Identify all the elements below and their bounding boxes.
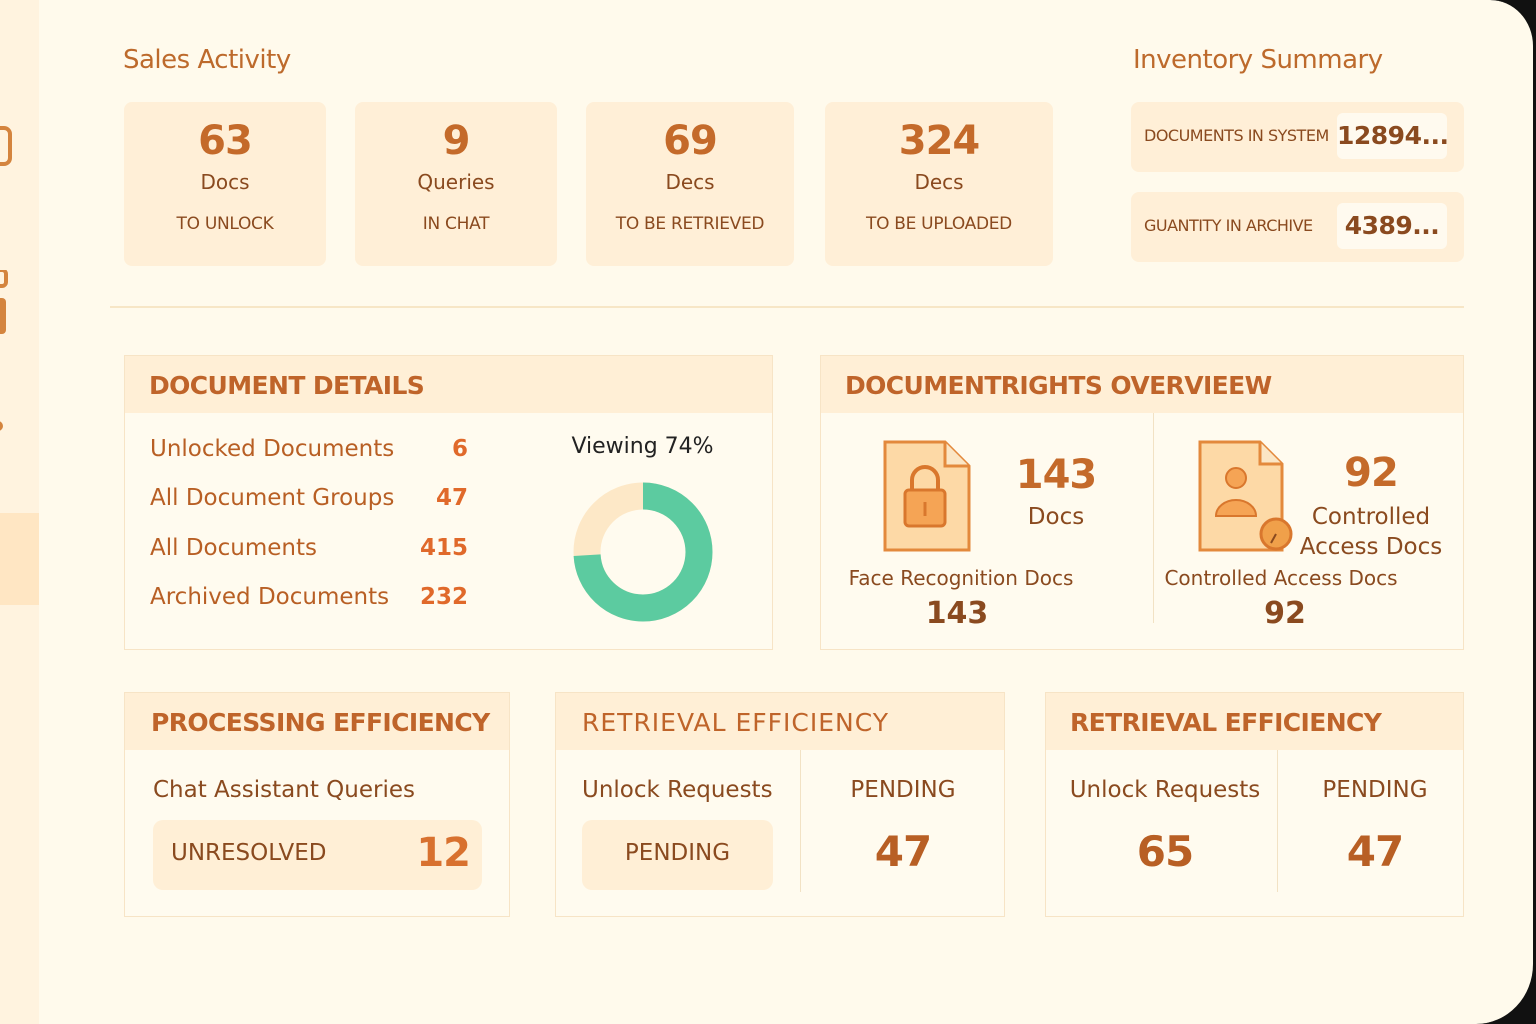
stat-subtitle: TO UNLOCK	[176, 214, 274, 234]
rights-right-small-value: 92	[1264, 596, 1306, 631]
dot-icon[interactable]	[0, 416, 6, 436]
stat-subtitle: TO BE UPLOADED	[866, 214, 1012, 234]
pending-label: PENDING	[1322, 777, 1428, 803]
detail-row[interactable]: Archived Documents 232	[150, 584, 468, 610]
stat-value: 69	[663, 118, 718, 164]
stat-card-upload[interactable]: 324 Decs TO BE UPLOADED	[825, 102, 1053, 266]
detail-value: 232	[419, 584, 468, 610]
inventory-item-documents[interactable]: DOCUMENTS IN SYSTEM 12894...	[1131, 102, 1464, 172]
detail-row[interactable]: All Documents 415	[150, 535, 468, 561]
retrieval-efficiency-panel-1: RETRIEVAL EFFICIENCY Unlock Requests PEN…	[555, 692, 1005, 917]
stat-value: 9	[442, 118, 471, 164]
unresolved-value: 12	[416, 830, 471, 876]
viewing-donut-chart	[573, 482, 713, 622]
donut-label: Viewing 74%	[571, 434, 714, 459]
pending-pill[interactable]: PENDING	[582, 820, 773, 890]
retrieval-divider	[1277, 750, 1278, 892]
detail-value: 415	[419, 535, 468, 561]
stat-unit: Decs	[914, 170, 964, 194]
donut-fill	[573, 482, 713, 622]
detail-row[interactable]: All Document Groups 47	[150, 485, 468, 511]
unlock-requests-value: 65	[1136, 827, 1194, 876]
retrieval-efficiency-title-1: RETRIEVAL EFFICIENCY	[556, 693, 1004, 750]
sales-activity-title: Sales Activity	[123, 45, 291, 75]
pending-label: PENDING	[850, 777, 956, 803]
inventory-label: GUANTITY IN ARCHIVE	[1144, 216, 1313, 235]
detail-value: 47	[435, 485, 468, 511]
retrieval-divider	[800, 750, 801, 892]
detail-value: 6	[451, 436, 468, 462]
detail-row[interactable]: Unlocked Documents 6	[150, 436, 468, 462]
detail-label: Unlocked Documents	[150, 436, 395, 462]
rights-left-caption: Face Recognition Docs	[848, 566, 1074, 590]
user-icon[interactable]	[0, 270, 10, 336]
section-divider	[110, 306, 1464, 308]
inventory-value: 4389...	[1337, 203, 1447, 249]
stat-card-retrieve[interactable]: 69 Decs TO BE RETRIEVED	[586, 102, 794, 266]
inventory-label: DOCUMENTS IN SYSTEM	[1144, 126, 1329, 145]
stat-unit: Docs	[200, 170, 250, 194]
rights-right-value: 92	[1344, 450, 1399, 496]
inventory-summary-title: Inventory Summary	[1133, 45, 1383, 75]
stat-card-unlock[interactable]: 63 Docs TO UNLOCK	[124, 102, 326, 266]
unlock-requests-label: Unlock Requests	[1069, 777, 1261, 803]
processing-efficiency-panel: PROCESSING EFFICIENCY Chat Assistant Que…	[124, 692, 510, 917]
pending-pill-label: PENDING	[624, 840, 731, 866]
stat-unit: Queries	[417, 170, 495, 194]
rights-left-unit: Docs	[1027, 504, 1085, 530]
chat-queries-label: Chat Assistant Queries	[153, 777, 415, 803]
sidebar-active-item[interactable]	[0, 513, 39, 605]
stat-card-chat[interactable]: 9 Queries IN CHAT	[355, 102, 557, 266]
unresolved-label: UNRESOLVED	[171, 840, 327, 866]
stat-unit: Decs	[665, 170, 715, 194]
bag-icon[interactable]	[0, 118, 14, 170]
retrieval-efficiency-title-2: RETRIEVAL EFFICIENCY	[1046, 693, 1463, 750]
stat-value: 324	[898, 118, 981, 164]
detail-label: All Documents	[150, 535, 317, 561]
rights-right-unit-line2: Access Docs	[1299, 534, 1443, 560]
document-rights-title: DOCUMENTRIGHTS OVERVIEEW	[821, 356, 1463, 413]
inventory-value: 12894...	[1337, 113, 1449, 159]
rights-left-value: 143	[1015, 452, 1098, 498]
rights-right-unit-line1: Controlled	[1311, 504, 1431, 530]
rights-left-small-value: 143	[925, 596, 989, 631]
detail-label: Archived Documents	[150, 584, 390, 610]
unresolved-pill[interactable]: UNRESOLVED 12	[153, 820, 482, 890]
document-details-title: DOCUMENT DETAILS	[125, 356, 772, 413]
stat-subtitle: IN CHAT	[422, 214, 490, 234]
detail-label: All Document Groups	[150, 485, 395, 511]
retrieval-efficiency-panel-2: RETRIEVAL EFFICIENCY Unlock Requests 65 …	[1045, 692, 1464, 917]
sidebar	[0, 0, 39, 1024]
stat-value: 63	[198, 118, 253, 164]
unlock-requests-label: Unlock Requests	[582, 777, 773, 803]
document-details-panel: DOCUMENT DETAILS Unlocked Documents 6 Al…	[124, 355, 773, 650]
pending-value: 47	[1346, 827, 1404, 876]
pending-value: 47	[874, 827, 932, 876]
lock-document-icon	[883, 440, 971, 552]
rights-divider	[1153, 413, 1154, 623]
inventory-item-archive[interactable]: GUANTITY IN ARCHIVE 4389...	[1131, 192, 1464, 262]
user-document-icon	[1198, 440, 1293, 552]
stat-subtitle: TO BE RETRIEVED	[615, 214, 765, 234]
processing-efficiency-title: PROCESSING EFFICIENCY	[125, 693, 509, 750]
document-rights-panel: DOCUMENTRIGHTS OVERVIEEW 143 Docs Face R…	[820, 355, 1464, 650]
rights-right-caption: Controlled Access Docs	[1164, 566, 1398, 590]
